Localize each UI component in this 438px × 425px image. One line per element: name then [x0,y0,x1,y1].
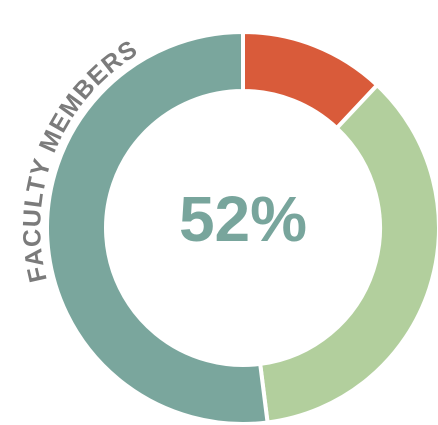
donut-segment [45,29,270,425]
donut-segment [257,82,438,425]
segments [45,29,438,425]
center-label: 52% [179,183,307,255]
